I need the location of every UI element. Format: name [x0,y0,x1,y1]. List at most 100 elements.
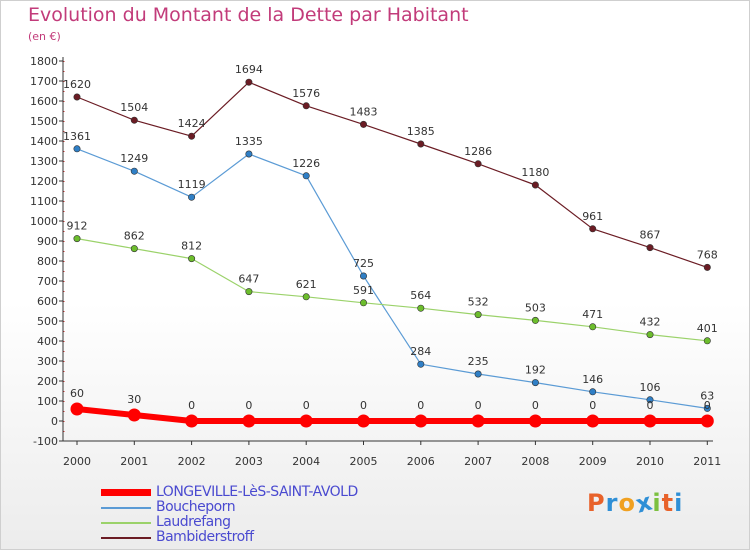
data-point [646,244,654,252]
data-point [531,379,539,387]
data-point [73,93,81,101]
data-label: 60 [70,387,84,400]
data-label: 532 [468,296,489,309]
data-point [474,370,482,378]
x-tick-label: 2006 [407,455,435,468]
y-tick-label: 0 [51,415,58,428]
data-point [185,414,199,428]
data-label: 0 [417,399,424,412]
data-label: 1335 [235,135,263,148]
logo-letter: i [674,489,684,517]
data-label: 621 [296,278,317,291]
legend-label: Boucheporn [156,499,236,515]
data-point [302,293,310,301]
data-label: 812 [181,240,202,253]
data-point [417,360,425,368]
data-label: 564 [410,289,431,302]
data-label: 1694 [235,63,263,76]
data-label: 961 [582,210,603,223]
legend-label: Bambiderstroff [156,529,254,545]
y-tick-label: 100 [37,395,58,408]
data-label: 1249 [120,152,148,165]
y-tick-label: 1200 [30,175,58,188]
data-label: 503 [525,301,546,314]
y-tick-label: 1100 [30,195,58,208]
data-label: 0 [589,399,596,412]
data-point [359,120,367,128]
x-tick-label: 2011 [693,455,721,468]
data-point [127,408,141,422]
data-point [302,102,310,110]
proxiti-logo: Proxiti [587,487,684,518]
data-label: 1361 [63,130,91,143]
data-point [474,311,482,319]
y-tick-label: 300 [37,355,58,368]
y-tick-label: 600 [37,295,58,308]
data-label: 30 [127,393,141,406]
legend-label: Laudrefang [156,514,231,530]
data-label: 63 [700,389,714,402]
legend-swatch [101,537,151,539]
logo-letter: P [587,489,606,517]
data-label: 146 [582,373,603,386]
x-tick-label: 2010 [636,455,664,468]
data-point [417,140,425,148]
data-point [646,331,654,339]
data-point [646,396,654,404]
y-tick-label: 1600 [30,95,58,108]
data-label: 768 [697,248,718,261]
data-label: 0 [360,399,367,412]
data-point [245,150,253,158]
data-point [130,167,138,175]
logo-letter: i [652,489,662,517]
x-tick-label: 2005 [350,455,378,468]
data-label: 867 [640,229,661,242]
data-label: 432 [640,316,661,329]
x-tick-label: 2003 [235,455,263,468]
data-label: 0 [245,399,252,412]
legend-swatch [101,489,151,496]
y-tick-label: 800 [37,255,58,268]
data-point [586,414,600,428]
data-point [359,299,367,307]
series-line [74,406,711,424]
data-label: 471 [582,308,603,321]
data-label: 284 [410,345,431,358]
data-point [414,414,428,428]
data-label: 591 [353,284,374,297]
data-label: 1286 [464,145,492,158]
y-tick-label: 500 [37,315,58,328]
y-tick-label: 700 [37,275,58,288]
data-point [73,235,81,243]
data-point [188,255,196,263]
data-point [302,172,310,180]
series-line [76,148,708,409]
data-point [130,245,138,253]
data-label: 862 [124,230,145,243]
data-point [70,402,84,416]
data-label: 1119 [178,178,206,191]
data-label: 0 [475,399,482,412]
data-point [703,263,711,271]
logo-letter: t [661,489,675,517]
series-line [76,81,708,268]
data-label: 235 [468,355,489,368]
x-tick-label: 2002 [178,455,206,468]
y-tick-label: 1500 [30,115,58,128]
data-point [242,414,256,428]
y-tick-label: 1800 [30,55,58,68]
data-label: 1180 [521,166,549,179]
data-label: 1620 [63,78,91,91]
y-tick-label: -100 [33,435,58,448]
data-label: 0 [303,399,310,412]
chart-subtitle: (en €) [28,30,61,43]
logo-letter: r [605,489,619,517]
data-label: 1504 [120,101,148,114]
data-point [188,193,196,201]
data-point [703,404,711,412]
x-tick-label: 2008 [521,455,549,468]
x-tick-label: 2000 [63,455,91,468]
data-point [471,414,485,428]
data-label: 912 [67,220,88,233]
